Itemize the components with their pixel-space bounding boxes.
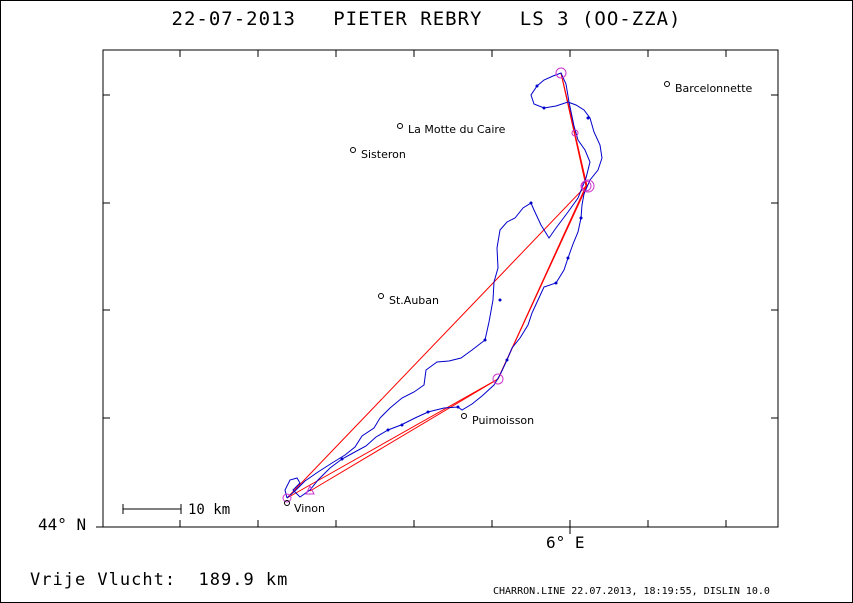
place-label-sisteron: Sisteron [361,148,406,161]
latitude-label: 44° N [38,515,87,534]
place-label-vinon: Vinon [294,502,325,515]
place-marker-vinon [284,500,290,506]
place-label-st-auban: St.Auban [389,294,439,307]
task-line-free-flight [286,72,588,499]
place-label-la-motte: La Motte du Caire [408,123,506,136]
task-line-leg-b [560,72,576,134]
place-label-barcelonnette: Barcelonnette [675,82,753,95]
task-line-leg-a [309,378,499,492]
flight-title: 22-07-2013 PIETER REBRY LS 3 (OO-ZZA) [171,8,682,30]
scale-bar [122,504,182,514]
place-marker-sisteron [350,147,356,153]
start-point [282,493,292,503]
place-marker-puimoisson [461,413,467,419]
turnpoints [282,67,595,503]
free-flight-distance: Vrije Vlucht: 189.9 km [30,570,289,590]
map-border [102,49,779,528]
place-marker-la-motte [397,123,403,129]
turnpoint-east-inner [581,179,595,193]
turnpoint-east [580,180,592,192]
place-label-puimoisson: Puimoisson [472,414,534,427]
task-lines [286,72,588,499]
track-fixes [340,84,590,461]
footer-info: CHARRON.LINE 22.07.2013, 18:19:55, DISLI… [493,586,770,597]
axis-ticks [96,50,778,534]
place-marker-st-auban [378,293,384,299]
finish-triangle [305,484,315,495]
scale-bar-label: 10 km [188,502,230,518]
turnpoint-south [492,373,504,385]
turnpoint-mid [571,129,579,137]
place-marker-barcelonnette [664,81,670,87]
place-markers [284,81,670,506]
longitude-label: 6° E [546,533,585,552]
flight-track [284,72,603,499]
turnpoint-north [555,67,567,79]
